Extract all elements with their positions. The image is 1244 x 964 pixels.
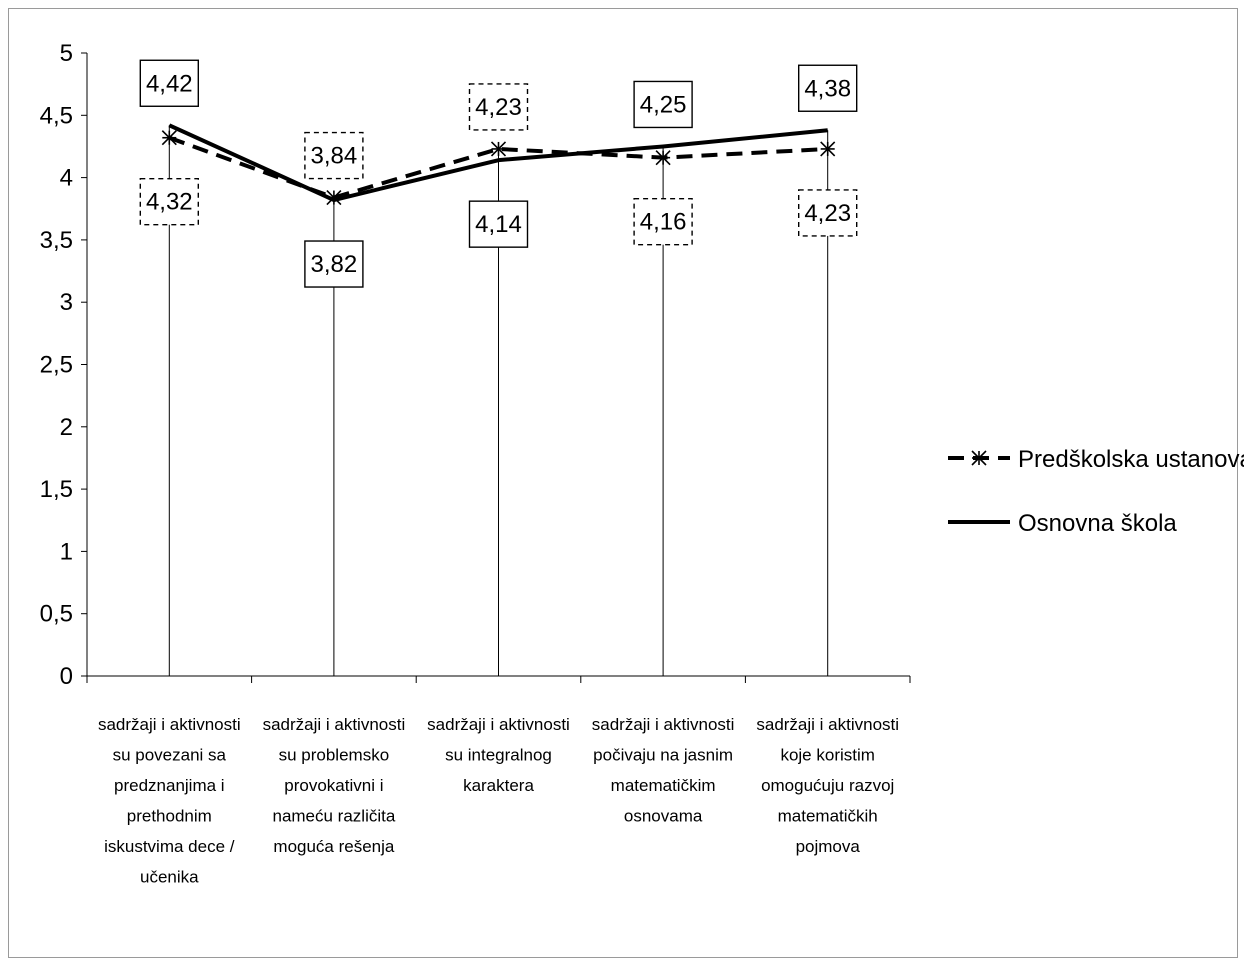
series-lines [168, 123, 828, 203]
category-label-line: moguća rešenja [273, 837, 395, 856]
series-marker [655, 150, 671, 166]
data-label: 4,42 [146, 70, 193, 97]
y-tick-label: 1 [60, 538, 73, 565]
category-label-line: su problemsko [279, 746, 390, 765]
category-label-line: koje koristim [780, 746, 874, 765]
y-tick-label: 4,5 [40, 102, 73, 129]
marker-stroke [326, 189, 342, 206]
data-label-box [468, 83, 529, 131]
y-tick-label: 3 [60, 289, 73, 316]
data-label: 4,38 [804, 75, 851, 102]
data-label-box [139, 178, 200, 226]
data-label: 4,14 [475, 211, 522, 238]
data-label-box [139, 59, 200, 107]
y-tick-label: 2 [60, 414, 73, 441]
category-label: sadržaji i aktivnosti su integralnog karak… [427, 715, 570, 795]
y-tick-label: 5 [60, 40, 73, 67]
category-label: sadržaji i aktivnosti koje koristim omoguć… [756, 715, 899, 856]
data-label: 3,84 [311, 143, 358, 170]
category-label-line: sadržaji i aktivnosti [98, 715, 241, 734]
category-labels: sadržaji i aktivnosti su povezani sa predz… [98, 715, 899, 887]
data-label-box [468, 200, 529, 248]
marker-stroke [490, 141, 507, 157]
marker-stroke [820, 141, 836, 157]
category-label-line: predznanjima i [114, 776, 225, 795]
y-tick-label: 0 [60, 663, 73, 690]
legend-marker [971, 450, 987, 466]
data-label: 4,16 [640, 209, 687, 236]
y-tick-label: 3,5 [40, 227, 73, 254]
axes: 0 0,5 1 1,5 2 2,5 3 3,5 4 4,5 5 [40, 40, 911, 690]
data-label-box [304, 240, 364, 288]
category-label-line: učenika [140, 868, 199, 887]
category-label-line: matematičkim [611, 776, 716, 795]
legend: Predškolska ustanova Osnovna škola [948, 446, 1244, 537]
y-tick-label: 2,5 [40, 352, 73, 379]
y-tick-label: 0,5 [40, 601, 73, 628]
data-label: 4,23 [804, 200, 851, 227]
data-label: 4,23 [475, 94, 522, 121]
y-tick-label: 4 [60, 165, 73, 192]
data-labels: 4,42 4,32 3,84 3,82 4,23 4,14 4,25 4,16 4,38 4,23 [139, 59, 858, 288]
data-label: 4,25 [640, 91, 687, 118]
data-label-box [633, 197, 693, 246]
data-label-box [633, 80, 693, 129]
series-markers [161, 130, 836, 206]
data-label-box [304, 131, 364, 180]
category-label-line: su povezani sa [113, 746, 227, 765]
category-label-line: sadržaji i aktivnosti [427, 715, 570, 734]
category-label-line: sadržaji i aktivnosti [756, 715, 899, 734]
series-marker [490, 141, 507, 157]
data-label-box [798, 64, 858, 112]
series-marker [161, 130, 177, 146]
chart-frame [8, 8, 1238, 958]
legend-label: Osnovna škola [1018, 510, 1177, 537]
category-label-line: počivaju na jasnim [593, 746, 733, 765]
category-label-line: matematičkih [778, 807, 878, 826]
category-label-line: pojmova [796, 837, 861, 856]
data-label: 3,82 [311, 251, 358, 278]
legend-label: Predškolska ustanova [1018, 446, 1244, 473]
category-label-line: iskustvima dece / [104, 837, 235, 856]
category-label-line: nameću različita [272, 807, 395, 826]
category-label-line: omogućuju razvoj [761, 776, 894, 795]
category-label: sadržaji i aktivnosti su problemsko provok… [263, 715, 406, 856]
marker-stroke [161, 130, 177, 146]
series-line [168, 123, 828, 203]
data-label-box [798, 189, 858, 237]
series-marker [820, 141, 836, 157]
category-label-line: osnovama [624, 807, 703, 826]
legend-item: Osnovna škola [948, 510, 1177, 537]
category-label-line: su integralnog [445, 746, 552, 765]
category-label-line: provokativni i [284, 776, 383, 795]
category-label-line: sadržaji i aktivnosti [263, 715, 406, 734]
y-tick-label: 1,5 [40, 476, 73, 503]
category-label-line: prethodnim [127, 807, 212, 826]
marker-stroke [655, 150, 671, 166]
legend-item: Predškolska ustanova [948, 446, 1244, 473]
series-marker [326, 189, 342, 206]
category-label-line: karaktera [463, 776, 534, 795]
category-label: sadržaji i aktivnosti su povezani sa predz… [98, 715, 241, 887]
data-label: 4,32 [146, 189, 193, 216]
category-label: sadržaji i aktivnosti počivaju na jasnim m… [592, 715, 735, 826]
category-label-line: sadržaji i aktivnosti [592, 715, 735, 734]
